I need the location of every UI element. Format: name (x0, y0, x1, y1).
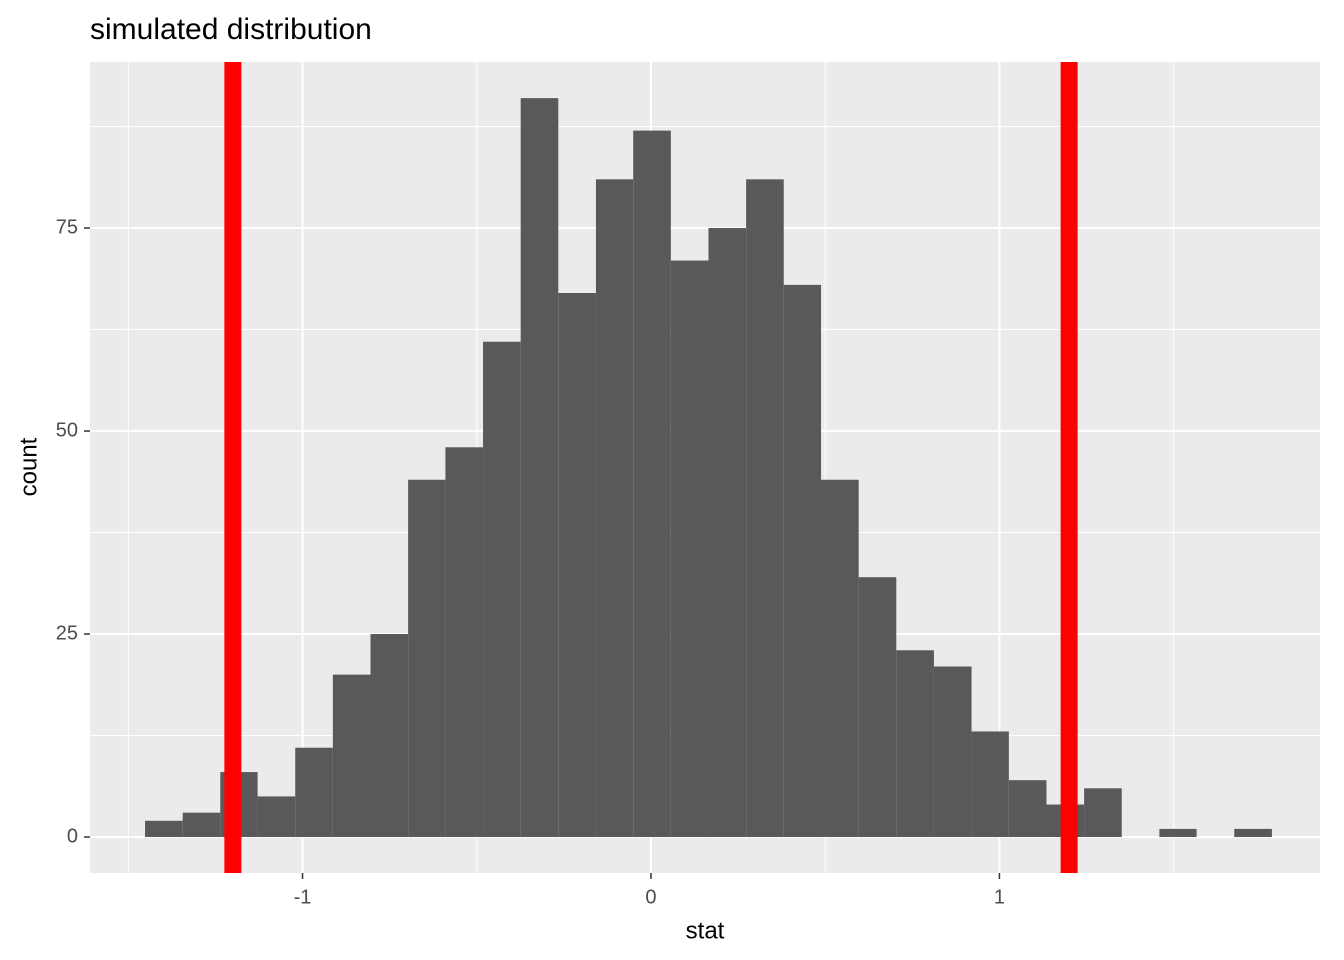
bar (445, 447, 484, 838)
bar (783, 284, 822, 838)
bar (257, 796, 296, 838)
bar (145, 820, 183, 838)
bar (483, 341, 521, 838)
bar (971, 731, 1009, 838)
bar (1084, 788, 1122, 838)
bar (746, 179, 784, 838)
bar (633, 130, 671, 838)
x-axis-title: stat (686, 917, 725, 944)
bar (558, 293, 596, 838)
bar (858, 577, 897, 838)
chart-title: simulated distribution (90, 13, 372, 46)
y-tick-label: 50 (56, 419, 78, 441)
bar (182, 812, 221, 838)
y-axis-title: count (15, 437, 42, 496)
bar (1008, 780, 1047, 838)
bar (1159, 828, 1197, 838)
bar (708, 228, 747, 838)
bar (520, 98, 559, 838)
bar (670, 260, 709, 838)
x-tick-label: 0 (645, 886, 656, 908)
bar (332, 674, 371, 838)
bar (408, 479, 446, 838)
bar (370, 634, 409, 838)
x-tick-label: 1 (994, 886, 1005, 908)
x-tick-label: -1 (294, 886, 312, 908)
bar (821, 479, 859, 838)
bar (933, 666, 972, 838)
bar (1234, 828, 1272, 838)
y-tick-label: 0 (67, 825, 78, 847)
y-tick-label: 75 (56, 216, 78, 238)
bar (595, 179, 634, 838)
bar (896, 650, 934, 838)
bar (295, 747, 333, 838)
y-tick-label: 25 (56, 622, 78, 644)
